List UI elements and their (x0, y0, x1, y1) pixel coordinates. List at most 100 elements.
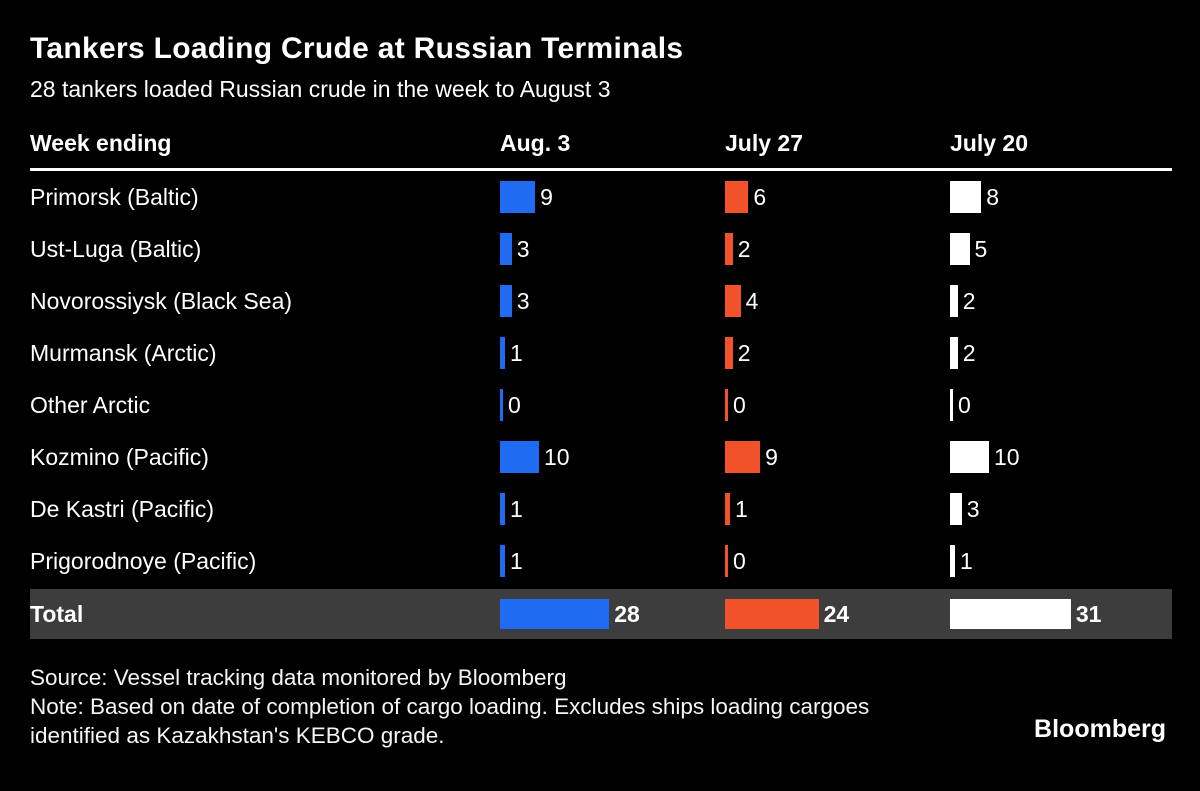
bar (500, 441, 539, 473)
bar-value: 6 (753, 183, 767, 210)
bar (950, 441, 989, 473)
table-row: Prigorodnoye (Pacific) 1 0 1 (30, 535, 1172, 587)
bar-value: 0 (733, 391, 746, 418)
row-label: De Kastri (Pacific) (30, 495, 215, 522)
total-value-july-27: 24 (823, 600, 850, 627)
bar-cell: 6 (725, 181, 950, 213)
row-label: Primorsk (Baltic) (30, 183, 199, 210)
total-bar-cell-aug-3: 28 (500, 599, 725, 629)
bar-cell: 0 (950, 389, 1172, 421)
bar (725, 389, 728, 421)
bar-cell: 0 (725, 545, 950, 577)
bar (725, 181, 749, 213)
total-row: Total 28 24 31 (30, 589, 1172, 639)
bar-value: 1 (510, 339, 523, 366)
bar-value: 3 (516, 287, 530, 314)
table-row: Other Arctic 0 0 0 (30, 379, 1172, 431)
row-label: Kozmino (Pacific) (30, 443, 209, 470)
bar-value: 1 (960, 547, 973, 574)
row-label: Prigorodnoye (Pacific) (30, 547, 257, 574)
column-header-july-27: July 27 (725, 130, 803, 156)
bar-value: 2 (962, 339, 976, 366)
bar (500, 389, 503, 421)
total-value-july-20: 31 (1075, 600, 1102, 627)
bar (950, 233, 970, 265)
bar-value: 0 (733, 547, 746, 574)
bar-value: 9 (540, 183, 553, 210)
bar-cell: 2 (950, 285, 1172, 317)
bar-cell: 2 (725, 233, 950, 265)
bar-cell: 1 (500, 337, 725, 369)
bar-value: 1 (510, 547, 523, 574)
total-value-aug-3: 28 (614, 600, 640, 627)
bar-value: 0 (958, 391, 971, 418)
bar (725, 441, 761, 473)
bar (725, 545, 728, 577)
chart-subtitle: 28 tankers loaded Russian crude in the w… (30, 76, 611, 102)
bar-cell: 0 (500, 389, 725, 421)
chart-rows: Primorsk (Baltic) 9 6 8 Ust-Luga (Baltic) 3 2 5… (30, 171, 1172, 587)
bar (950, 545, 955, 577)
table-row: Primorsk (Baltic) 9 6 8 (30, 171, 1172, 223)
row-label: Novorossiysk (Black Sea) (30, 287, 293, 314)
bar-cell: 1 (500, 493, 725, 525)
bar (950, 337, 958, 369)
bar-value: 3 (966, 495, 980, 522)
bar-cell: 0 (725, 389, 950, 421)
column-header-july-20: July 20 (950, 130, 1028, 156)
bar-cell: 5 (950, 233, 1172, 265)
footer-text: Source: Vessel tracking data monitored b… (30, 663, 950, 750)
bar (725, 285, 741, 317)
total-bar-cell-july-20: 31 (950, 599, 1172, 629)
table-row: Ust-Luga (Baltic) 3 2 5 (30, 223, 1172, 275)
bar-value: 2 (962, 287, 976, 314)
row-label: Ust-Luga (Baltic) (30, 235, 202, 262)
bar-value: 0 (508, 391, 521, 418)
bar-value: 2 (737, 235, 751, 262)
bar-cell: 8 (950, 181, 1172, 213)
chart-title: Tankers Loading Crude at Russian Termina… (30, 32, 684, 65)
bar-value: 8 (986, 183, 999, 210)
bar (500, 181, 536, 213)
header-divider (30, 168, 1172, 171)
bar-value: 3 (516, 235, 530, 262)
bar-value: 10 (544, 443, 570, 470)
bar (725, 337, 733, 369)
column-header-aug-3: Aug. 3 (500, 130, 571, 156)
bar-cell: 1 (725, 493, 950, 525)
bloomberg-logo: Bloomberg (1034, 715, 1166, 743)
bar-cell: 3 (500, 233, 725, 265)
total-label: Total (30, 600, 84, 627)
bar (950, 389, 953, 421)
row-label: Other Arctic (30, 391, 151, 418)
bar-value: 4 (745, 287, 759, 314)
bar-cell: 1 (500, 545, 725, 577)
bar (500, 285, 512, 317)
total-bar-july-20 (950, 599, 1071, 629)
total-bar-july-27 (725, 599, 819, 629)
bar (950, 181, 982, 213)
bar (725, 493, 730, 525)
bar-cell: 4 (725, 285, 950, 317)
bar-cell: 10 (500, 441, 725, 473)
bar (500, 337, 505, 369)
bar (950, 493, 962, 525)
total-bar-aug-3 (500, 599, 610, 629)
bar-cell: 2 (725, 337, 950, 369)
bar (500, 545, 505, 577)
bar-cell: 3 (500, 285, 725, 317)
bar (725, 233, 733, 265)
table-row: De Kastri (Pacific) 1 1 3 (30, 483, 1172, 535)
table-header: Week ending Aug. 3 July 27 July 20 (30, 130, 1172, 157)
chart-footer: Source: Vessel tracking data monitored b… (30, 663, 1172, 750)
table-row: Novorossiysk (Black Sea) 3 4 2 (30, 275, 1172, 327)
note-text: Note: Based on date of completion of car… (30, 694, 870, 748)
bar-value: 1 (735, 495, 748, 522)
bar (950, 285, 958, 317)
bar (500, 493, 505, 525)
bar-cell: 3 (950, 493, 1172, 525)
column-header-week-ending: Week ending (30, 130, 172, 156)
bar-cell: 9 (725, 441, 950, 473)
bar-cell: 2 (950, 337, 1172, 369)
